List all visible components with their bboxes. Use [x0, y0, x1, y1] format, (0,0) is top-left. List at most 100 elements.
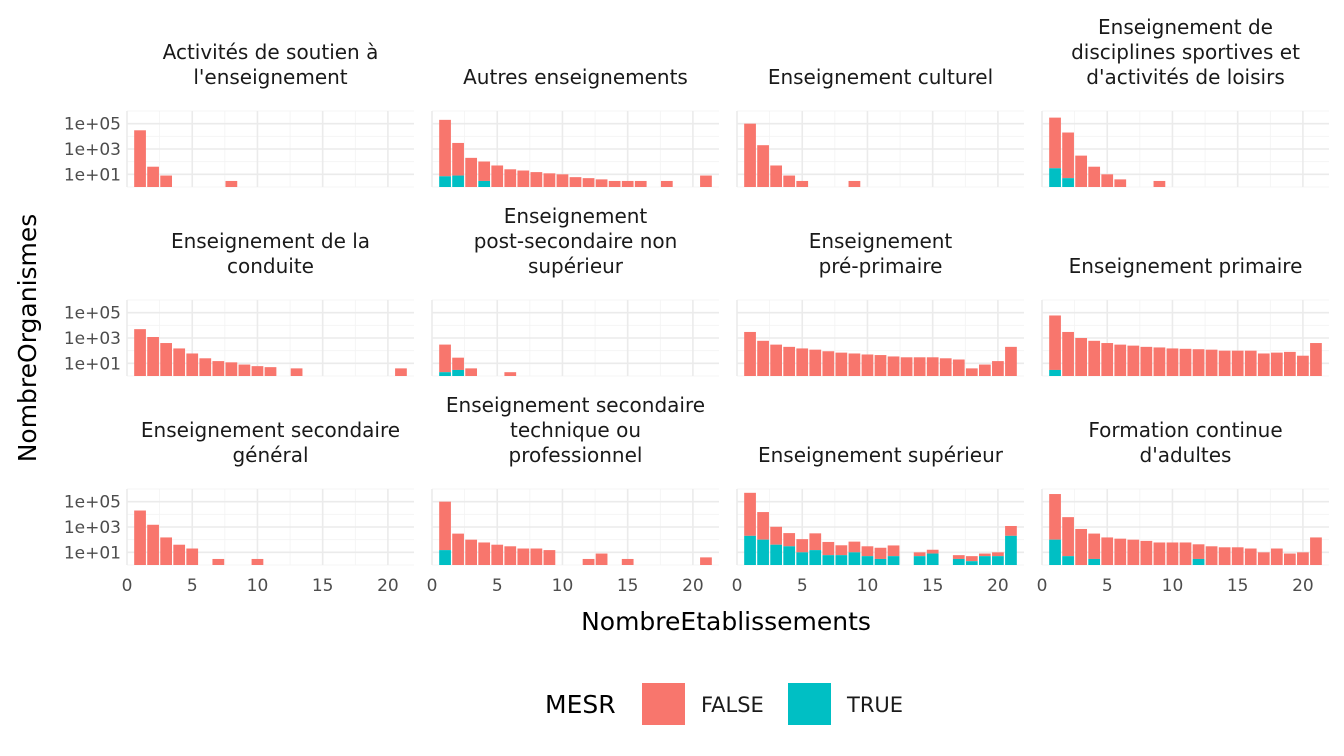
x-axis-title: NombreEtablissements: [581, 607, 871, 636]
bar-false: [134, 510, 146, 565]
bar-false: [543, 173, 556, 187]
x-tick-label: 15: [1227, 576, 1249, 596]
y-tick-label: 1e+05: [64, 493, 121, 513]
bar-false: [530, 172, 543, 187]
bar-true: [992, 556, 1004, 565]
bar-false: [608, 180, 621, 187]
bar-false: [1166, 348, 1179, 376]
x-tick-label: 5: [492, 576, 503, 596]
facet-title: Enseignement secondaire: [446, 393, 705, 417]
bar-false: [848, 541, 861, 553]
bar-false: [212, 361, 225, 376]
y-tick-label: 1e+05: [64, 304, 121, 324]
bar-false: [1205, 349, 1218, 376]
bar-false: [504, 169, 517, 187]
bar-false: [1270, 548, 1283, 565]
bar-false: [744, 331, 756, 376]
bar-true: [861, 556, 874, 565]
bar-true: [1062, 178, 1074, 187]
bar-false: [225, 362, 238, 376]
bar-false: [251, 366, 264, 376]
facet-panel: Enseignement culturel: [736, 65, 1024, 188]
bar-false: [1075, 338, 1088, 376]
bar-false: [887, 545, 900, 557]
bar-false: [978, 553, 991, 557]
bar-false: [1101, 174, 1114, 187]
facet-title: disciplines sportives et: [1071, 40, 1300, 64]
bar-false: [238, 364, 251, 376]
bar-false: [965, 556, 978, 562]
bar-false: [478, 161, 491, 181]
bar-false: [147, 524, 159, 565]
bar-false: [439, 119, 451, 177]
facet-title: Enseignement de: [1098, 15, 1273, 39]
bar-false: [783, 533, 796, 547]
bar-false: [1231, 547, 1244, 565]
bar-false: [913, 552, 926, 557]
bar-false: [147, 166, 159, 187]
bar-false: [621, 558, 634, 565]
bar-false: [1218, 350, 1231, 376]
bar-false: [744, 492, 756, 536]
legend: MESR FALSE TRUE: [545, 683, 903, 725]
facet-title: Enseignement primaire: [1069, 254, 1303, 278]
bar-false: [1283, 553, 1296, 565]
bar-false: [1127, 539, 1140, 565]
facet-title: technique ou: [510, 418, 641, 442]
x-tick-label: 15: [922, 576, 944, 596]
y-tick-label: 1e+01: [64, 543, 121, 563]
legend-label-true: TRUE: [846, 693, 903, 717]
bar-false: [465, 539, 478, 565]
bar-false: [1192, 349, 1205, 376]
x-tick-label: 5: [1102, 576, 1113, 596]
bar-false: [874, 547, 887, 559]
x-tick-label: 10: [1162, 576, 1184, 596]
bar-false: [634, 180, 647, 187]
bar-false: [1088, 533, 1101, 559]
bar-false: [660, 180, 673, 187]
facet-title: Formation continue: [1088, 418, 1282, 442]
y-tick-label: 1e+01: [64, 165, 121, 185]
bar-true: [757, 539, 769, 565]
facet-title: post-secondaire non: [474, 229, 678, 253]
bar-true: [874, 558, 887, 565]
y-axis-title: NombreOrganismes: [13, 214, 42, 463]
bar-true: [1049, 369, 1061, 376]
bar-false: [1179, 542, 1192, 565]
y-tick-label: 1e+03: [64, 329, 121, 349]
bar-false: [160, 343, 173, 376]
bar-false: [796, 180, 809, 187]
bar-true: [1049, 168, 1061, 187]
bar-false: [1127, 345, 1140, 376]
bar-false: [1244, 350, 1257, 376]
bar-false: [809, 349, 822, 376]
bar-true: [1192, 558, 1205, 565]
bar-false: [147, 336, 159, 376]
bar-false: [160, 537, 173, 565]
bar-false: [952, 555, 965, 559]
facet-title: d'adultes: [1140, 443, 1232, 467]
bar-false: [770, 165, 783, 187]
bar-true: [452, 175, 464, 187]
bar-true: [1062, 556, 1074, 565]
bar-false: [543, 550, 556, 565]
bar-false: [992, 361, 1004, 376]
bar-false: [1244, 548, 1257, 565]
facet-title: Enseignement supérieur: [758, 443, 1004, 467]
bar-false: [504, 546, 517, 565]
bar-false: [1179, 348, 1192, 376]
bar-false: [757, 145, 769, 187]
bar-false: [835, 545, 848, 556]
facet-title: général: [232, 443, 308, 467]
bar-false: [134, 329, 146, 376]
bar-true: [952, 558, 965, 565]
bar-false: [700, 557, 712, 565]
bar-false: [517, 548, 530, 565]
bar-true: [913, 556, 926, 565]
bar-false: [1140, 346, 1153, 376]
bar-false: [1140, 540, 1153, 565]
